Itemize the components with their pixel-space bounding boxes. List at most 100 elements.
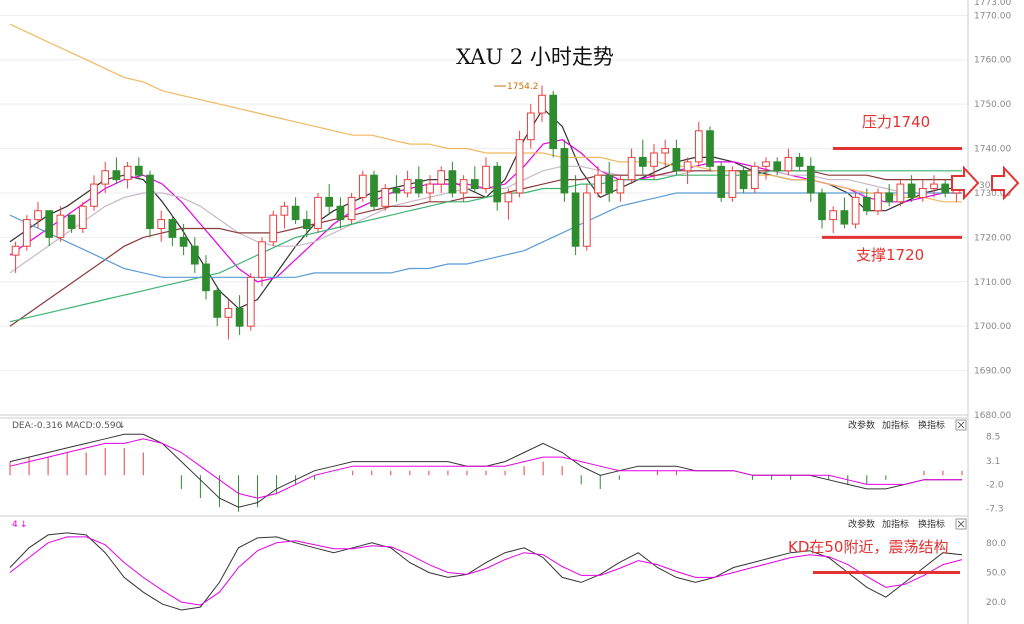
moving-average-line-7 bbox=[9, 23, 962, 203]
candle-body bbox=[280, 205, 289, 216]
candle-body bbox=[134, 165, 143, 176]
macd-tick-label: -7.3 bbox=[986, 505, 1004, 515]
candle-body bbox=[78, 205, 87, 229]
macd-close-icon[interactable] bbox=[955, 419, 967, 431]
moving-average-line-6 bbox=[9, 192, 962, 278]
peak-marker: 1754.2 bbox=[494, 82, 539, 92]
candle-body bbox=[784, 156, 793, 172]
candle-body bbox=[358, 174, 367, 198]
candle-body bbox=[683, 161, 692, 172]
candle-body bbox=[470, 179, 479, 190]
candle-body bbox=[123, 165, 132, 181]
candle-body bbox=[146, 174, 154, 229]
candle-body bbox=[818, 192, 826, 221]
candle-body bbox=[896, 183, 905, 203]
price-tick-label: 1730.00 bbox=[974, 189, 1011, 199]
candle-body bbox=[437, 170, 446, 185]
candle-body bbox=[381, 188, 390, 207]
macd-tick-label: -2.0 bbox=[986, 480, 1004, 490]
price-tick-label: 1710.00 bbox=[974, 278, 1011, 288]
arrow-right-icon bbox=[951, 165, 1020, 201]
candle-body bbox=[179, 236, 188, 247]
candle-body bbox=[605, 174, 614, 194]
candle-body bbox=[526, 112, 535, 141]
macd-add-indicator-button[interactable]: 加指标 bbox=[882, 419, 909, 431]
kd-edit-params-button[interactable]: 改参数 bbox=[848, 518, 875, 530]
macd-header-arrow-icon: ↓ bbox=[118, 421, 126, 431]
candle-body bbox=[806, 165, 815, 194]
candle-body bbox=[235, 307, 244, 327]
candle-body bbox=[907, 183, 916, 198]
candle-body bbox=[650, 152, 658, 167]
kd-header: 4 bbox=[12, 520, 18, 530]
kd-k-line bbox=[9, 532, 963, 611]
kd-tick-label: 80.0 bbox=[986, 539, 1006, 549]
candle-body bbox=[67, 214, 76, 229]
candle-body bbox=[638, 156, 647, 167]
macd-switch-indicator-button[interactable]: 换指标 bbox=[918, 419, 945, 431]
candle-body bbox=[862, 196, 871, 212]
candle-body bbox=[549, 94, 558, 150]
candle-body bbox=[56, 214, 65, 238]
candle-body bbox=[672, 148, 681, 172]
kd-switch-indicator-button[interactable]: 换指标 bbox=[918, 518, 945, 530]
candle-body bbox=[739, 170, 748, 190]
candle-body bbox=[459, 179, 468, 194]
candle-body bbox=[773, 161, 782, 172]
candle-body bbox=[694, 130, 703, 163]
candle-body bbox=[874, 192, 882, 212]
candle-body bbox=[202, 263, 210, 292]
candle-body bbox=[302, 219, 311, 229]
macd-dea-line bbox=[9, 438, 962, 499]
candle-body bbox=[90, 183, 98, 207]
candle-body bbox=[885, 192, 894, 203]
price-tick-label: 1773.00 bbox=[974, 0, 1011, 8]
candlestick-series bbox=[11, 85, 961, 340]
candle-body bbox=[112, 170, 121, 181]
peak-label: 1754.2 bbox=[507, 82, 539, 92]
support-label: 支撑1720 bbox=[856, 246, 924, 264]
candle-body bbox=[515, 139, 524, 194]
candle-body bbox=[571, 192, 580, 247]
kd-annotation: KD在50附近，震荡结构 bbox=[788, 538, 948, 556]
candle-body bbox=[829, 210, 838, 221]
price-tick-label: 1740.00 bbox=[974, 145, 1011, 155]
resistance-annotation: 压力1740 bbox=[833, 113, 962, 151]
candle-body bbox=[627, 156, 636, 181]
candle-body bbox=[269, 214, 278, 243]
candle-body bbox=[582, 192, 591, 247]
candle-body bbox=[717, 165, 726, 198]
price-tick-label: 1690.00 bbox=[974, 367, 1011, 377]
candle-body bbox=[11, 245, 20, 256]
candle-body bbox=[594, 174, 602, 194]
candle-body bbox=[347, 196, 356, 221]
kd-d-line bbox=[9, 536, 963, 606]
candle-body bbox=[224, 307, 233, 318]
resistance-label: 压力1740 bbox=[862, 113, 930, 131]
macd-header: DEA:-0.316 MACD:0.590 bbox=[12, 421, 122, 431]
candle-body bbox=[504, 192, 513, 203]
candle-body bbox=[403, 179, 412, 194]
price-axis: 1773.00 1770.00 1760.00 1750.00 1740.00 1730.… bbox=[967, 0, 1011, 624]
candle-body bbox=[941, 183, 950, 194]
kd-close-icon[interactable] bbox=[955, 518, 967, 530]
price-tick-label: 1700.00 bbox=[974, 322, 1011, 332]
candle-body bbox=[213, 290, 222, 318]
candle-body bbox=[538, 94, 546, 114]
macd-edit-params-button[interactable]: 改参数 bbox=[848, 419, 875, 431]
candle-body bbox=[560, 148, 569, 194]
candle-body bbox=[34, 210, 42, 221]
candle-body bbox=[392, 188, 401, 194]
candle-body bbox=[101, 170, 110, 185]
kd-tick-label: 50.0 bbox=[986, 568, 1006, 578]
candle-body bbox=[246, 276, 255, 327]
candle-body bbox=[325, 196, 334, 207]
price-tick-label: 1680.00 bbox=[974, 411, 1011, 421]
current-price-label: 30. bbox=[979, 181, 993, 191]
candle-body bbox=[840, 210, 849, 225]
kd-panel: 80.0 50.0 20.0 bbox=[0, 515, 1006, 611]
candle-body bbox=[795, 156, 804, 167]
candle-body bbox=[706, 130, 714, 167]
kd-add-indicator-button[interactable]: 加指标 bbox=[882, 518, 909, 530]
